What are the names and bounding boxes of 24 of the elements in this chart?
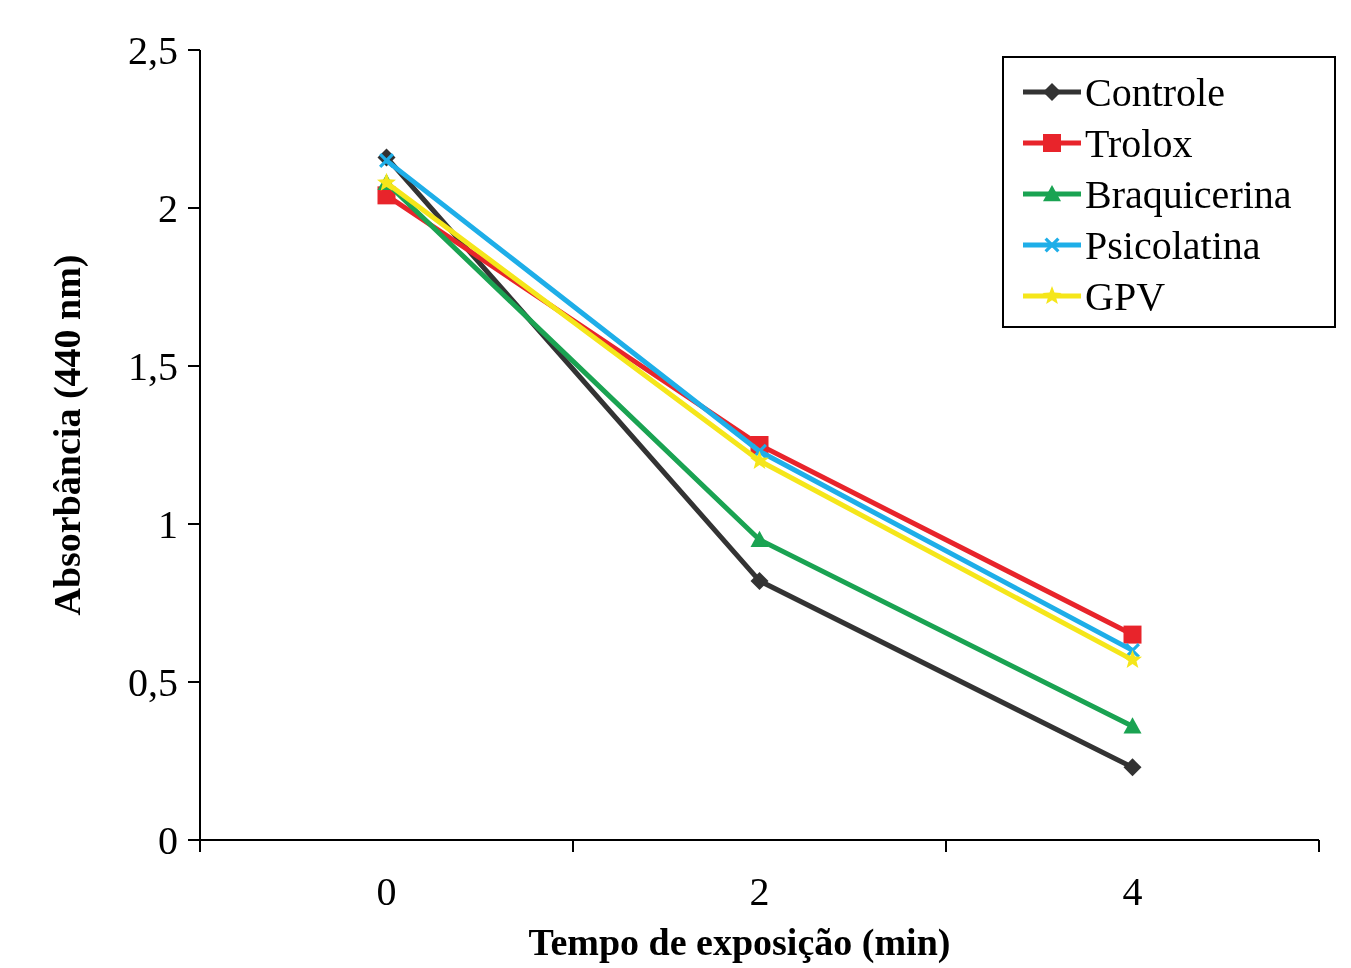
legend-label: Controle	[1085, 70, 1225, 115]
point	[750, 571, 769, 590]
point	[1123, 758, 1142, 777]
legend-label: Trolox	[1085, 121, 1193, 166]
legend-label: Psicolatina	[1085, 223, 1261, 268]
y-axis-title: Absorbância (440 nm)	[46, 254, 89, 616]
x-tick-label: 4	[1122, 869, 1143, 914]
x-axis-title: Tempo de exposição (min)	[528, 921, 951, 964]
point	[1123, 717, 1142, 734]
point	[750, 530, 769, 547]
legend-label: GPV	[1085, 274, 1166, 319]
y-tick-label: 0	[158, 818, 178, 863]
point	[379, 153, 394, 169]
point	[1123, 625, 1142, 644]
x-tick-label: 2	[749, 869, 770, 914]
point	[1122, 649, 1143, 668]
x-tick-label: 0	[376, 869, 397, 914]
point	[749, 450, 770, 469]
y-tick-label: 2,5	[128, 28, 178, 73]
y-tick-label: 2	[158, 186, 178, 231]
y-tick-label: 0,5	[128, 660, 178, 705]
y-tick-label: 1,5	[128, 344, 178, 389]
legend-label: Braquicerina	[1085, 172, 1292, 217]
y-tick-label: 1	[158, 502, 178, 547]
